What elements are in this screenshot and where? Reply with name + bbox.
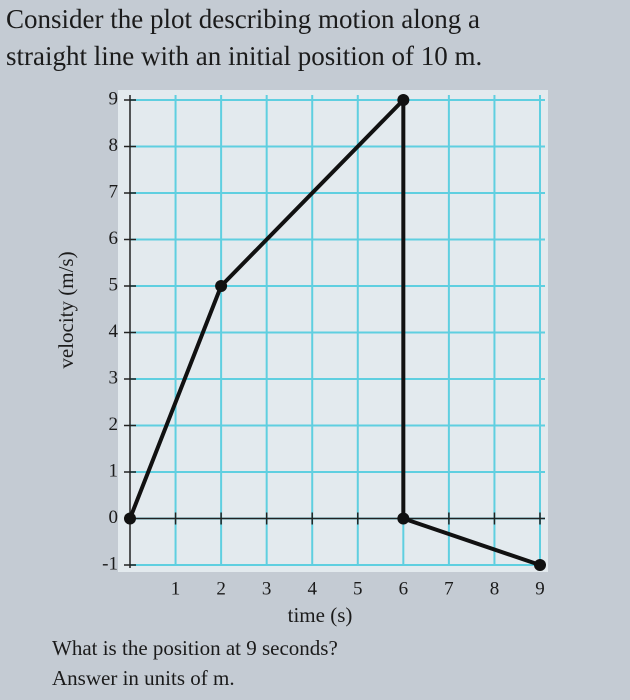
y-tick-label: 4 xyxy=(109,321,119,342)
x-axis-label: time (s) xyxy=(288,603,353,627)
y-tick-label: 1 xyxy=(109,460,119,481)
data-point xyxy=(534,559,546,571)
y-tick-label: 5 xyxy=(109,274,119,295)
y-tick-label: -1 xyxy=(102,553,118,574)
x-tick-label: 6 xyxy=(399,578,409,599)
title-line: straight line with an initial position o… xyxy=(6,41,482,71)
x-tick-label: 9 xyxy=(535,578,545,599)
x-tick-label: 3 xyxy=(262,578,272,599)
data-point xyxy=(397,94,410,106)
y-tick-label: 7 xyxy=(109,181,119,202)
y-axis-label: velocity (m/s) xyxy=(54,251,78,368)
question-line: What is the position at 9 seconds? xyxy=(52,636,338,660)
x-tick-label: 7 xyxy=(444,578,454,599)
plot-area xyxy=(118,90,548,572)
title-line: Consider the plot describing motion alon… xyxy=(6,4,480,34)
x-tick-label: 2 xyxy=(216,578,226,599)
y-tick-label: 9 xyxy=(109,88,119,109)
y-tick-label: 3 xyxy=(109,367,119,388)
y-tick-label: 2 xyxy=(109,414,119,435)
y-tick-label: 6 xyxy=(109,228,119,249)
data-point xyxy=(124,512,136,525)
y-tick-label: 8 xyxy=(109,135,119,156)
x-tick-label: 8 xyxy=(490,578,500,599)
x-tick-label: 5 xyxy=(353,578,363,599)
data-point xyxy=(215,280,228,292)
x-tick-label: 1 xyxy=(171,578,181,599)
x-tick-label: 4 xyxy=(307,578,317,599)
data-point xyxy=(397,512,410,525)
y-tick-label: 0 xyxy=(109,507,119,528)
question-line: Answer in units of m. xyxy=(52,666,235,690)
